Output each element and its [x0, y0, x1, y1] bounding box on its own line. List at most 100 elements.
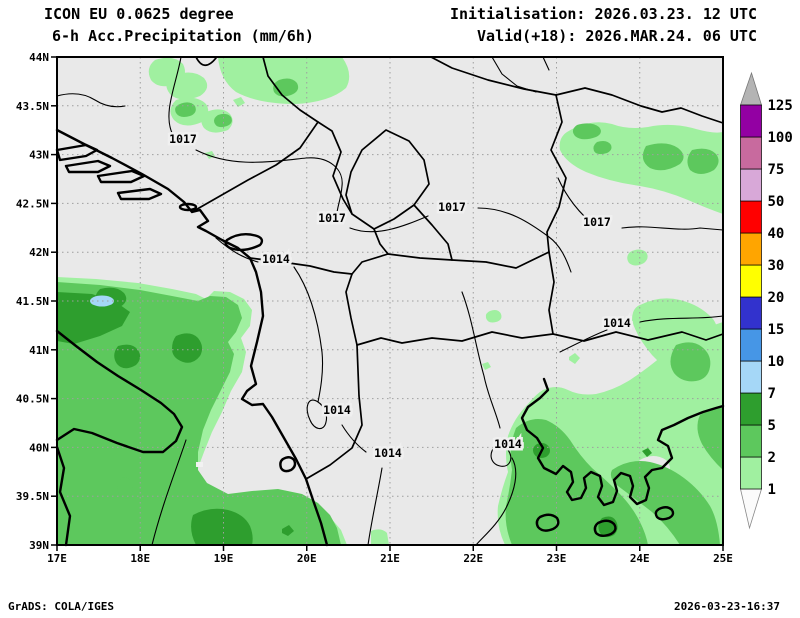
lon-axis-label: 22E [463, 552, 483, 565]
isobar-1014 [639, 315, 724, 323]
lat-axis-label: 43.5N [16, 100, 49, 113]
legend-level-label: 100 [768, 130, 793, 146]
border-montenegro-albania [249, 257, 353, 275]
isobar-1017 [621, 226, 724, 231]
border-danube [430, 56, 724, 124]
legend-swatch-10 [740, 328, 762, 362]
lat-axis-label: 42N [29, 246, 49, 259]
precip-shading [57, 57, 723, 545]
lon-axis-label: 21E [380, 552, 400, 565]
valid-time-label: Valid(+18): 2026.MAR.24. 06 UTC [477, 27, 757, 45]
precip-area-light [627, 249, 648, 266]
legend-underflow-triangle [739, 488, 763, 530]
aegean-island [593, 519, 617, 537]
legend-level-label: 10 [768, 354, 785, 370]
isobar-contours [56, 56, 724, 546]
legend-level-label: 125 [768, 98, 793, 114]
precip-area-medium [175, 102, 196, 117]
isobar-1017 [557, 177, 597, 227]
lon-axis-label: 23E [547, 552, 567, 565]
legend-level-label: 15 [768, 322, 785, 338]
isobar-1014 [293, 266, 328, 430]
isobar-segment [542, 56, 550, 71]
corfu-island [279, 456, 297, 473]
axes: 44N 43.5N 43N 42.5N 42N 41.5N 41N 40.5N 40N 39.5N… [16, 51, 733, 565]
isobar-1014 [461, 291, 501, 429]
border-montenegro-bosnia [191, 121, 319, 213]
lat-axis-label: 39N [29, 539, 49, 552]
italy-heel-coastline [55, 329, 184, 454]
aegean-coastline [520, 377, 725, 507]
precip-area-medium [697, 405, 723, 470]
coastlines [55, 128, 725, 547]
lake-skadar [224, 233, 264, 252]
legend-swatch-5 [740, 392, 762, 426]
border-connector [413, 204, 453, 261]
precip-area-light [569, 353, 580, 364]
precip-area-medium [687, 148, 719, 174]
legend-level-label: 1 [768, 482, 776, 498]
border-albania-greece [305, 344, 363, 480]
legend-level-label: 7 [768, 386, 776, 402]
contour-label-1017: 1017 [583, 215, 611, 229]
isobar-segment [56, 93, 126, 108]
grads-credit: GrADS: COLA/IGES [8, 600, 114, 613]
precip-area-medium [610, 461, 720, 545]
border-serbia-bulgaria [546, 94, 567, 253]
lon-axis-label: 17E [47, 552, 67, 565]
isobar-1014 [367, 467, 383, 546]
contour-label-1014: 1014 [374, 446, 402, 460]
lat-axis-label: 42.5N [16, 197, 49, 210]
precip-area-light [233, 97, 245, 107]
contour-label-1017: 1017 [318, 211, 346, 225]
precip-area-light [485, 310, 502, 323]
legend-swatch-7 [740, 360, 762, 394]
lon-axis-label: 20E [297, 552, 317, 565]
isobar-1014 [215, 237, 259, 263]
legend-level-label: 20 [768, 290, 785, 306]
lon-axis-label: 19E [214, 552, 234, 565]
isobar-1014 [490, 444, 512, 467]
legend-swatch-30 [740, 232, 762, 266]
legend-overflow-triangle [739, 71, 763, 106]
isobar-1014 [341, 424, 367, 453]
border-macedonia [345, 251, 555, 346]
precip-area-light [371, 529, 389, 545]
product-title: 6-h Acc.Precipitation (mm/6h) [52, 27, 314, 45]
legend-swatch-75 [740, 136, 762, 170]
legend-level-label: 50 [768, 194, 785, 210]
lat-axis-label: 43N [29, 149, 49, 162]
legend-swatch-15 [740, 296, 762, 330]
lat-axis-label: 41.5N [16, 295, 49, 308]
model-title: ICON EU 0.0625 degree [44, 5, 234, 23]
aegean-island [535, 513, 560, 532]
border-segment [195, 56, 217, 67]
calabria-coastline [55, 445, 72, 547]
contour-label-1014: 1014 [262, 252, 290, 266]
contour-label-1014: 1014 [323, 403, 351, 417]
precip-area-light [482, 362, 491, 370]
isobar-1014 [475, 457, 517, 546]
legend-swatch-50 [740, 168, 762, 202]
island [55, 143, 99, 162]
lat-axis-label: 39.5N [16, 490, 49, 503]
precip-area-light [166, 72, 208, 100]
border-greece-bulgaria [552, 331, 724, 342]
lat-axis-label: 40.5N [16, 393, 49, 406]
legend-swatch-1 [740, 456, 762, 490]
precip-area-dark [282, 525, 294, 536]
precip-area-medium [572, 123, 601, 140]
precip-area-dark [191, 508, 253, 545]
isobar-1017 [477, 207, 572, 273]
precip-area-medium [214, 113, 232, 128]
isobar-1017 [349, 215, 429, 233]
contour-labels: 1017 1017 1017 1017 1014 1014 1014 1014 1014 [167, 130, 634, 463]
legend-swatch-2 [740, 424, 762, 458]
plot-timestamp: 2026-03-23-16:37 [674, 600, 780, 613]
init-time-label: Initialisation: 2026.03.23. 12 UTC [449, 5, 757, 23]
country-borders [191, 56, 724, 480]
precip-area-medium [670, 342, 711, 382]
precip-area-dark [642, 448, 652, 457]
contour-label-1014: 1014 [603, 316, 631, 330]
